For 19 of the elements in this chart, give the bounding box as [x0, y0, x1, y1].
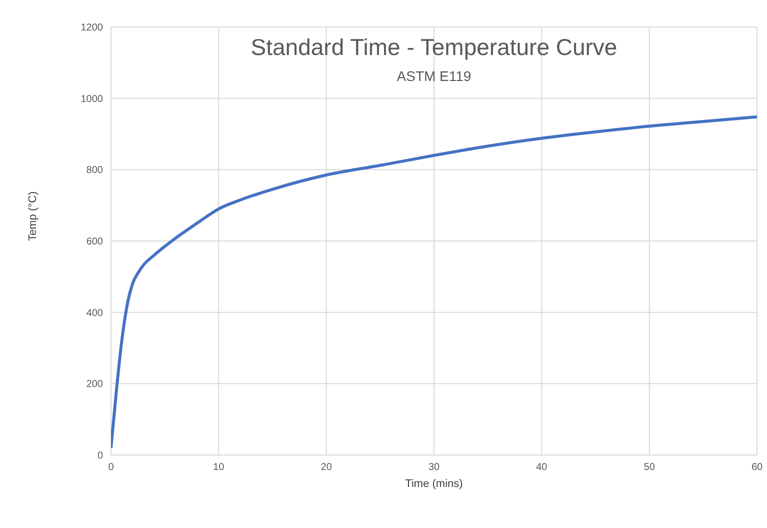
x-tick-label: 10: [213, 462, 225, 474]
text: ASTM E119: [396, 68, 472, 84]
x-axis-title: Time (mins): [405, 478, 463, 490]
x-tick-label: 50: [644, 462, 656, 474]
x-tick-label: 60: [751, 462, 763, 474]
x-tick-label: 20: [320, 462, 332, 474]
y-tick-label: 400: [86, 308, 104, 319]
y-tick-label: 600: [86, 236, 104, 248]
y-tick-label: 0: [97, 450, 104, 462]
y-tick-label: 200: [86, 379, 104, 390]
line-series: [111, 115, 757, 450]
y-tick-label: 800: [86, 165, 104, 176]
y-tick-label: 1200: [80, 22, 104, 34]
chart-title: Standard Time - Temperature Curve: [250, 34, 618, 61]
x-tick-label: 30: [428, 462, 440, 474]
y-axis-title: Temp (°C): [26, 191, 39, 241]
y-tick-label: 1000: [80, 94, 104, 105]
x-tick-label: 0: [108, 462, 114, 474]
x-tick-label: 40: [536, 462, 548, 474]
